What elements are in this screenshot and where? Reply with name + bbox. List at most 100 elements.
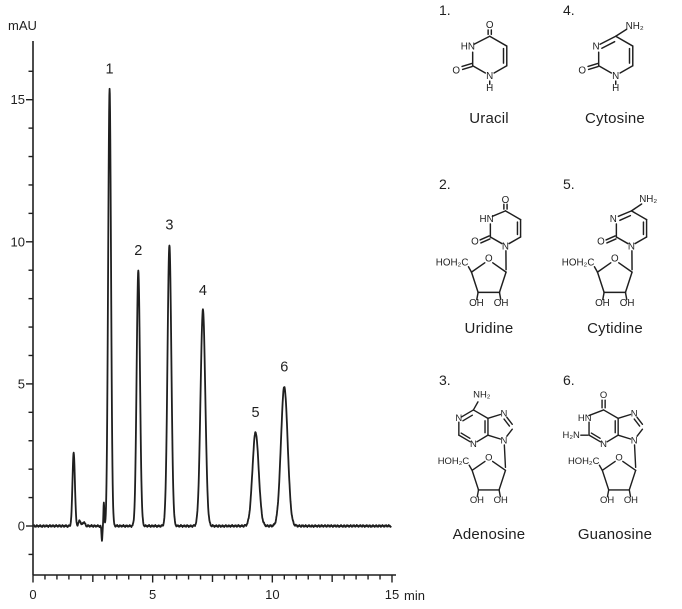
x-tick-label: 5 [149, 587, 156, 602]
bond-line [630, 203, 642, 212]
atom-label: HOH₂C [561, 257, 594, 268]
atom-label: HN [479, 214, 493, 225]
atom-label: O [484, 254, 492, 265]
bond-line [478, 235, 490, 241]
structure-card-uridine: 2. O HN O N O HOH₂C OH OH Uridine [426, 176, 552, 337]
bond-line [486, 434, 501, 440]
atom-label: HN [577, 413, 591, 424]
atom-label: O [599, 390, 606, 401]
bond-line [587, 65, 599, 71]
y-tick-label: 10 [11, 234, 25, 249]
bond-line [491, 262, 507, 273]
bond-line [628, 489, 631, 498]
atom-label: OH [595, 298, 610, 309]
atom-label: N [455, 413, 462, 424]
y-tick-label: 5 [18, 376, 25, 391]
bond-line [615, 35, 634, 47]
bond-line [596, 262, 612, 273]
bond-line [507, 236, 521, 245]
bond-line [616, 434, 631, 440]
atom-label: NH₂ [626, 21, 644, 32]
structure-name: Cytidine [587, 320, 643, 337]
bond-line [593, 266, 598, 273]
atom-label: N [627, 241, 634, 252]
structure-number: 4. [563, 2, 575, 18]
y-tick-label: 15 [11, 92, 25, 107]
bond-line [505, 416, 513, 425]
structure-name: Uracil [469, 110, 509, 127]
bond-line [587, 409, 604, 417]
structure-number: 1. [439, 2, 451, 18]
bond-line [615, 236, 629, 245]
bond-line [491, 460, 506, 472]
bond-line [602, 409, 619, 420]
atom-label: O [615, 452, 622, 463]
bond-line [601, 469, 609, 491]
atom-label: H₂N [563, 430, 580, 441]
bond-line [479, 238, 491, 244]
atom-label: NH₂ [639, 194, 657, 205]
atom-label: OH [600, 495, 614, 506]
atom-label: OH [623, 495, 637, 506]
x-tick-label: 0 [29, 587, 36, 602]
bond-line [633, 236, 647, 245]
atom-label: O [486, 20, 494, 31]
bond-line [475, 434, 489, 443]
atom-label: O [485, 452, 492, 463]
bond-line [493, 65, 508, 74]
bond-line [601, 291, 605, 301]
bond-line [498, 271, 507, 294]
atom-label: HOH₂C [435, 257, 468, 268]
peak-number-label: 6 [280, 360, 288, 376]
atom-label: N [630, 436, 637, 447]
bond-line [618, 214, 631, 222]
bond-line [617, 210, 632, 218]
bond-line [601, 460, 616, 472]
bond-line [503, 444, 506, 469]
bond-line [505, 428, 513, 437]
peak-number-label: 3 [165, 218, 173, 234]
bond-line [461, 62, 473, 68]
trace-path [33, 87, 392, 542]
bond-line [459, 432, 471, 439]
bond-line [587, 434, 601, 443]
atom-label: OH [469, 298, 484, 309]
bond-line [470, 271, 479, 294]
bond-line [605, 238, 617, 244]
bond-line [599, 35, 617, 45]
bond-line [604, 235, 616, 241]
bond-line [470, 469, 479, 491]
bond-line [601, 40, 616, 49]
atom-label: HOH₂C [567, 456, 599, 467]
x-tick-label: 10 [265, 587, 279, 602]
atom-label: N [592, 41, 599, 52]
bond-line [461, 65, 473, 71]
structure-number: 5. [563, 176, 575, 192]
structure-card-uracil: 1. O HN O N H Uracil [426, 2, 552, 127]
bond-line [472, 409, 489, 420]
bond-line [473, 35, 491, 45]
bond-line [504, 210, 521, 221]
bond-line [630, 210, 647, 221]
bond-line [606, 489, 609, 498]
molecule-drawing-uracil: O HN O NH [452, 20, 508, 94]
bond-line [467, 266, 472, 273]
atom-label: H [612, 83, 619, 94]
bond-line [624, 271, 633, 294]
peak-number-label: 5 [252, 405, 260, 421]
atom-label: O [578, 65, 586, 76]
bond-line [502, 418, 510, 427]
structure-number: 2. [439, 176, 451, 192]
atom-label: OH [493, 298, 508, 309]
structure-card-cytosine: 4. NH₂ N O N H Cytosine [550, 2, 680, 127]
atom-label: O [471, 236, 479, 247]
bond-line [628, 469, 636, 491]
bond-line [635, 416, 643, 425]
bond-line [605, 434, 619, 443]
atom-label: N [500, 408, 507, 419]
atom-label: OH [469, 495, 483, 506]
bond-line [598, 464, 603, 472]
bond-line [468, 464, 473, 472]
